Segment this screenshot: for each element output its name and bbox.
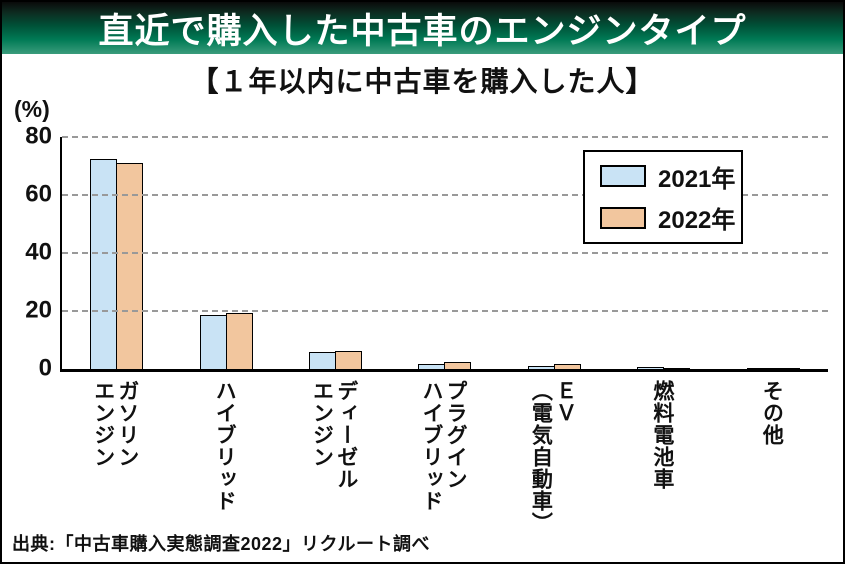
- bar-group-3: [390, 362, 499, 369]
- y-tick-60: 60: [25, 180, 52, 208]
- gridline-40: [62, 252, 828, 254]
- y-axis-unit-label: (%): [14, 96, 50, 122]
- plot-area: [60, 136, 828, 372]
- x-label-slot-1: ハイブリッド: [169, 380, 278, 534]
- bar-series0-cat2: [309, 352, 337, 369]
- legend-item-1: 2022年: [600, 200, 741, 235]
- y-tick-20: 20: [25, 296, 52, 324]
- source-note: 出典:「中古車購入実態調査2022」リクルート調べ: [12, 534, 430, 554]
- x-axis-labels: ガソリン エンジン ハイブリッド ディーゼル エンジン プラグイン ハイブリッド ＥＶ …: [60, 380, 826, 534]
- x-label-0: ガソリン エンジン: [91, 380, 139, 468]
- y-tick-0: 0: [38, 354, 52, 382]
- bar-series0-cat5: [637, 367, 665, 369]
- bar-series1-cat3: [444, 362, 472, 369]
- bar-series1-cat5: [663, 368, 691, 369]
- bar-group-5: [609, 367, 718, 369]
- bar-group-6: [719, 368, 828, 369]
- bar-group-4: [500, 364, 609, 369]
- legend-label-0: 2021年: [658, 165, 736, 193]
- legend-swatch-0: [600, 165, 646, 188]
- bar-series1-cat2: [335, 351, 363, 369]
- y-tick-80: 80: [25, 122, 52, 150]
- legend-swatch-1: [600, 206, 646, 229]
- bar-group-1: [171, 313, 280, 369]
- bar-series0-cat1: [199, 315, 227, 369]
- x-label-slot-3: プラグイン ハイブリッド: [388, 380, 497, 534]
- bar-series0-cat0: [90, 159, 118, 369]
- x-label-2: ディーゼル エンジン: [310, 380, 358, 490]
- bar-series0-cat4: [527, 366, 555, 369]
- bar-series1-cat1: [225, 313, 253, 369]
- bar-series1-cat6: [772, 368, 800, 369]
- x-label-4: ＥＶ （電気自動車）: [529, 380, 577, 534]
- chart-title: 直近で購入した中古車のエンジンタイプ: [98, 11, 747, 51]
- legend: 2021年 2022年: [583, 150, 743, 244]
- bars-container: [62, 137, 828, 369]
- bar-series0-cat6: [746, 368, 774, 369]
- bar-series1-cat4: [553, 364, 581, 369]
- gridline-20: [62, 310, 828, 312]
- x-label-1: ハイブリッド: [213, 380, 237, 512]
- y-tick-40: 40: [25, 238, 52, 266]
- bar-group-2: [281, 351, 390, 369]
- x-label-slot-2: ディーゼル エンジン: [279, 380, 388, 534]
- x-label-slot-6: その他: [717, 380, 826, 534]
- x-label-slot-5: 燃料電池車: [607, 380, 716, 534]
- bar-series1-cat0: [116, 163, 144, 369]
- x-label-slot-4: ＥＶ （電気自動車）: [498, 380, 607, 534]
- bar-series0-cat3: [418, 364, 446, 369]
- gridline-80: [62, 136, 828, 138]
- legend-item-0: 2021年: [600, 159, 741, 194]
- x-label-3: プラグイン ハイブリッド: [419, 380, 468, 512]
- x-label-slot-0: ガソリン エンジン: [60, 380, 169, 534]
- x-label-5: 燃料電池車: [650, 380, 674, 490]
- bar-group-0: [62, 159, 171, 369]
- title-banner: 直近で購入した中古車のエンジンタイプ: [2, 2, 843, 54]
- chart-subtitle: 【１年以内に中古車を購入した人】: [190, 66, 655, 97]
- x-label-6: その他: [760, 380, 784, 446]
- gridline-60: [62, 194, 828, 196]
- legend-label-1: 2022年: [658, 207, 736, 235]
